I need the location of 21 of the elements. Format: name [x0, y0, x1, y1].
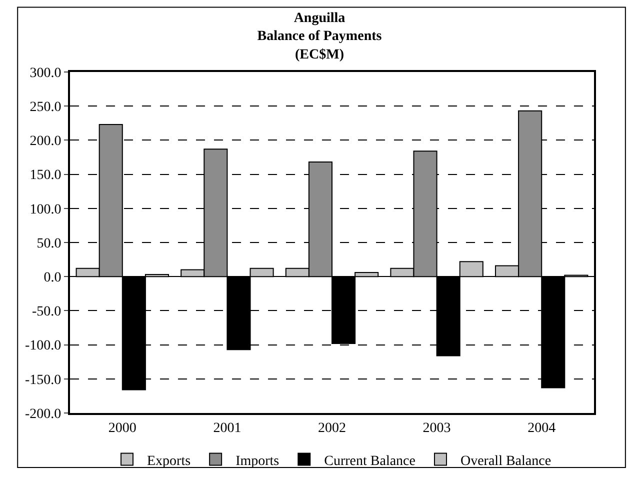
x-tick-label: 2002 [318, 420, 346, 436]
y-tick-label: 250.0 [30, 100, 62, 115]
legend-label: Overall Balance [460, 454, 552, 469]
chart-title: Anguilla Balance of Payments (EC$M) [257, 10, 382, 62]
y-tick-label: -50.0 [32, 304, 62, 320]
y-tick-label: -150.0 [25, 372, 62, 388]
y-tick-label: -200.0 [25, 406, 62, 422]
legend-label: Exports [147, 454, 191, 469]
y-tick-label: 200.0 [30, 134, 62, 150]
y-tick-label: 50.0 [36, 236, 62, 252]
y-tick-label: 150.0 [30, 168, 62, 184]
legend-label: Current Balance [324, 454, 416, 469]
x-tick-label: 2001 [213, 420, 242, 436]
y-tick-label: 100.0 [30, 202, 62, 218]
x-tick-label: 2000 [108, 420, 136, 436]
legend-label: Imports [236, 454, 280, 469]
y-tick-label: -100.0 [25, 338, 62, 354]
y-tick-label: 0.0 [44, 270, 62, 286]
x-tick-label: 2004 [528, 420, 556, 436]
y-tick-label: 300.0 [30, 66, 62, 81]
x-tick-label: 2003 [422, 420, 451, 436]
